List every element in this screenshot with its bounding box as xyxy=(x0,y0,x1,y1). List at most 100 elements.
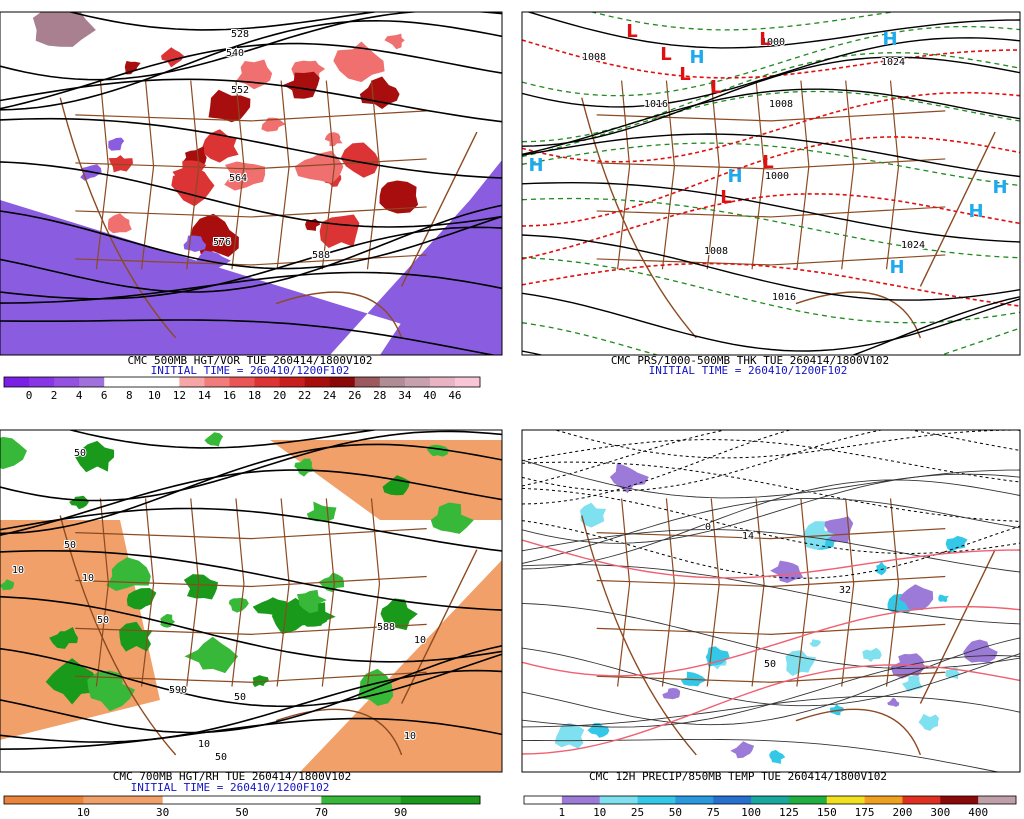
contour-line xyxy=(522,695,1020,728)
contour-line xyxy=(522,91,1020,163)
state-border xyxy=(321,498,335,687)
state-border xyxy=(186,498,200,687)
contour-line xyxy=(522,487,1020,555)
contour-line xyxy=(522,39,1020,79)
colorbar-label: 0 xyxy=(26,389,33,402)
colorbar-swatch xyxy=(354,377,381,387)
pressure-center: H xyxy=(992,177,1007,198)
contour-line xyxy=(522,52,1020,143)
colorbar-swatch xyxy=(29,377,55,387)
colorbar-swatch xyxy=(637,796,676,804)
shaded-area xyxy=(49,627,78,649)
contour-label: 1024 xyxy=(901,240,925,251)
contour-line xyxy=(522,25,1020,97)
state-border xyxy=(75,575,427,588)
shaded-area xyxy=(809,639,821,647)
shaded-area xyxy=(108,137,125,151)
contour-line xyxy=(553,430,1020,459)
contour-line xyxy=(522,193,1020,260)
pressure-center: L xyxy=(660,44,671,65)
colorbar-swatch xyxy=(154,377,180,387)
contour-line xyxy=(522,181,1020,243)
shaded-area xyxy=(554,723,585,749)
contour-label: 10 xyxy=(414,635,426,646)
colorbar-label: 4 xyxy=(76,389,83,402)
colorbar-label: 24 xyxy=(323,389,337,402)
colorbar-label: 50 xyxy=(235,806,248,819)
colorbar-frame xyxy=(523,795,1017,805)
contour-line xyxy=(522,439,1020,483)
contour-line xyxy=(0,507,502,552)
state-border xyxy=(751,80,765,270)
colorbar-swatch xyxy=(129,377,155,387)
map-frame xyxy=(521,11,1021,356)
shaded-area xyxy=(0,436,27,470)
contour-line xyxy=(522,529,1020,573)
shaded-area xyxy=(887,697,900,707)
contour-line xyxy=(0,204,502,293)
contour-label: 588 xyxy=(312,250,330,261)
contour-label: 576 xyxy=(213,237,231,248)
colorbar-frame xyxy=(3,376,481,388)
colorbar-label: 6 xyxy=(101,389,108,402)
colorbar-swatch xyxy=(561,796,601,804)
colorbar-label: 150 xyxy=(817,806,837,819)
contour-line xyxy=(0,161,502,228)
state-border xyxy=(596,158,946,170)
contour-label: 32 xyxy=(839,585,851,596)
colorbar-label: 10 xyxy=(148,389,161,402)
colorbar-label: 30 xyxy=(156,806,169,819)
shaded-area xyxy=(938,594,949,603)
state-border xyxy=(706,80,720,270)
contour-line xyxy=(522,430,1020,505)
shaded-area xyxy=(183,574,218,600)
pressure-center: L xyxy=(762,152,773,173)
contour-label: 540 xyxy=(226,48,244,59)
shaded-area xyxy=(380,598,418,631)
contour-label: 10 xyxy=(404,731,416,742)
caption: CMC PRS/1000-500MB THK TUE 260414/1800V1… xyxy=(611,354,889,367)
contour-line xyxy=(522,296,1020,355)
contour-label: 50 xyxy=(215,752,227,763)
colorbar-swatch xyxy=(4,796,84,804)
state-border xyxy=(140,80,155,270)
shaded-area xyxy=(340,142,379,178)
colorbar-label: 34 xyxy=(398,389,412,402)
contour-line xyxy=(522,664,1020,755)
contour-label: 50 xyxy=(764,659,776,670)
shaded-area xyxy=(730,741,755,759)
shaded-area xyxy=(899,584,934,611)
colorbar-label: 46 xyxy=(448,389,461,402)
colorbar-label: 300 xyxy=(930,806,950,819)
colorbar-swatch xyxy=(751,796,790,804)
state-border xyxy=(75,206,427,218)
contour-label: 10 xyxy=(198,739,210,750)
contour-line xyxy=(522,88,1020,155)
caption: CMC 500MB HGT/VOR TUE 260414/1800V102 xyxy=(127,354,372,367)
caption: CMC 12H PRECIP/850MB TEMP TUE 260414/180… xyxy=(589,770,887,783)
colorbar-label: 14 xyxy=(198,389,212,402)
contour-line xyxy=(0,717,502,750)
shaded-area xyxy=(87,670,136,712)
colorbar-swatch xyxy=(179,377,205,387)
state-border xyxy=(231,498,245,687)
contour-line xyxy=(0,430,502,502)
colorbar-swatch xyxy=(379,377,406,387)
contour-line xyxy=(522,459,1020,499)
colorbar-swatch xyxy=(321,796,402,804)
state-border xyxy=(366,80,381,270)
colorbar-swatch xyxy=(675,796,714,804)
contour-line xyxy=(0,443,502,535)
map-frame xyxy=(0,11,503,356)
state-border xyxy=(75,110,427,122)
contour-label: 1024 xyxy=(881,57,905,68)
shaded-area xyxy=(124,61,141,75)
contour-line xyxy=(522,637,1020,726)
contour-label: 1000 xyxy=(761,37,785,48)
state-border xyxy=(95,80,110,270)
contour-line xyxy=(522,497,1020,564)
contour-line xyxy=(522,90,1020,158)
contour-line xyxy=(0,319,497,355)
contour-line xyxy=(522,262,1020,307)
colorbar-label: 100 xyxy=(741,806,761,819)
